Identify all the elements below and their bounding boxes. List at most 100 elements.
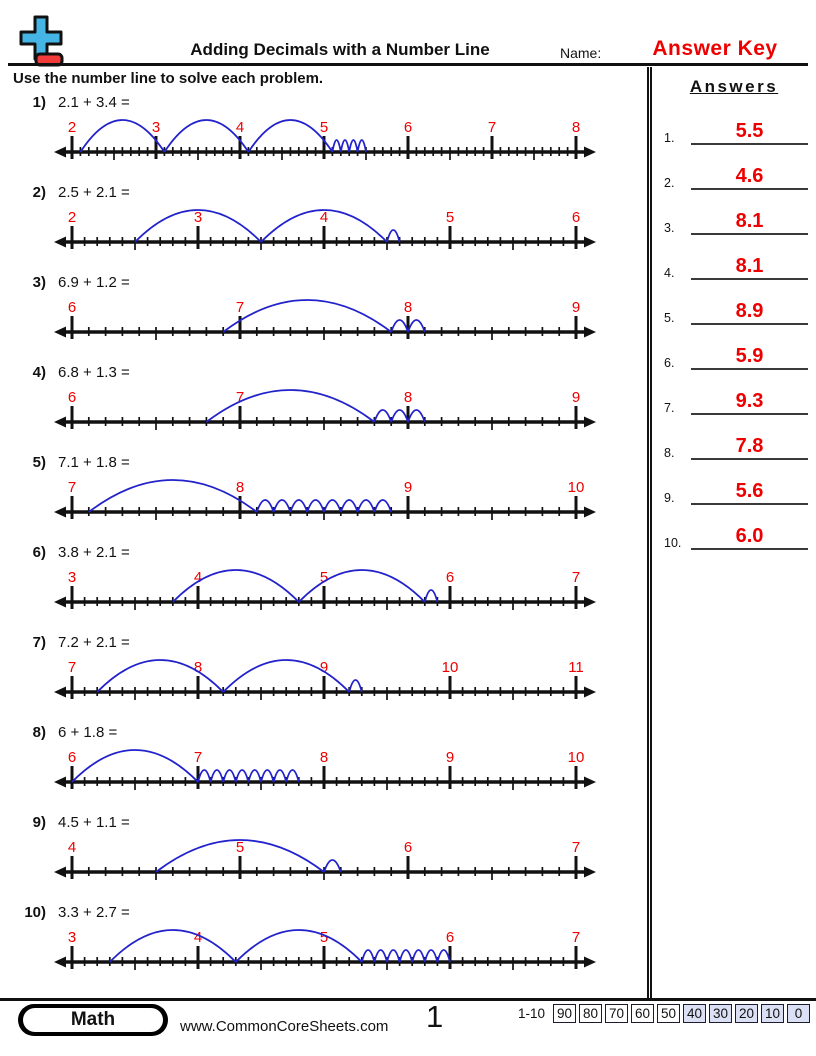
problem-equation: 4.5 + 1.1 =	[58, 814, 130, 831]
page-number: 1	[426, 999, 444, 1034]
svg-text:4: 4	[236, 119, 244, 136]
answer-row: 1. 5.5	[656, 101, 812, 146]
problem-equation: 6.8 + 1.3 =	[58, 364, 130, 381]
problem-row: 2) 2.5 + 2.1 = 2 3 4 5 6	[0, 177, 647, 267]
answer-number: 10.	[664, 536, 682, 550]
grading-range-label: 1-10	[517, 1006, 545, 1021]
answer-value: 8.9	[691, 301, 808, 325]
problem-heading: 2) 2.5 + 2.1 =	[0, 184, 130, 201]
svg-text:5: 5	[320, 119, 328, 136]
header-divider	[8, 63, 808, 66]
number-line: 4 5 6 7	[54, 839, 596, 880]
grading-cell: 60	[631, 1004, 654, 1023]
number-line: 6 7 8 9	[54, 389, 596, 430]
problem-equation: 2.5 + 2.1 =	[58, 184, 130, 201]
answer-number: 6.	[664, 356, 675, 370]
svg-text:7: 7	[236, 389, 244, 406]
svg-text:6: 6	[68, 299, 76, 316]
page-title: Adding Decimals with a Number Line	[190, 40, 490, 59]
svg-text:10: 10	[568, 749, 585, 766]
problem-number: 3)	[32, 274, 46, 291]
svg-text:8: 8	[572, 119, 580, 136]
problem-number: 4)	[32, 364, 46, 381]
answer-row: 4. 8.1	[656, 236, 812, 281]
svg-text:6: 6	[572, 209, 580, 226]
problem-equation: 6 + 1.8 =	[58, 724, 118, 741]
number-line: 6 7 8 9	[54, 299, 596, 340]
number-line: 6 7 8 9 10	[54, 749, 596, 790]
svg-text:8: 8	[194, 659, 202, 676]
answer-value: 5.5	[691, 121, 808, 145]
svg-text:8: 8	[320, 749, 328, 766]
grading-cell: 50	[657, 1004, 680, 1023]
answers-column: Answers 1. 5.5 2. 4.6 3. 8.1 4. 8.1 5. 8…	[647, 67, 816, 998]
svg-text:9: 9	[320, 659, 328, 676]
problem-number: 8)	[32, 724, 46, 741]
answer-value: 5.6	[691, 481, 808, 505]
problem-equation: 3.3 + 2.7 =	[58, 904, 130, 921]
answer-value: 7.8	[691, 436, 808, 460]
footer: Math www.CommonCoreSheets.com 1 1-10 90 8…	[0, 998, 816, 1056]
math-subject-badge: Math	[18, 1004, 168, 1036]
svg-text:5: 5	[236, 839, 244, 856]
svg-text:4: 4	[320, 209, 328, 226]
problem-row: 10) 3.3 + 2.7 = 3 4 5 6 7	[0, 897, 647, 987]
problem-equation: 2.1 + 3.4 =	[58, 94, 130, 111]
answer-number: 7.	[664, 401, 675, 415]
svg-text:5: 5	[446, 209, 454, 226]
grading-cell: 80	[579, 1004, 602, 1023]
answers-header: Answers	[689, 77, 779, 96]
svg-text:7: 7	[68, 659, 76, 676]
svg-text:9: 9	[404, 479, 412, 496]
problem-heading: 6) 3.8 + 2.1 =	[0, 544, 130, 561]
problem-number: 2)	[32, 184, 46, 201]
answer-number: 3.	[664, 221, 675, 235]
svg-text:3: 3	[194, 209, 202, 226]
number-line: 3 4 5 6 7	[54, 569, 596, 610]
svg-text:7: 7	[236, 299, 244, 316]
grading-table: 1-10 90 80 70 60 50 40 30 20 10 0	[518, 1004, 810, 1023]
plus-minus-logo-icon	[19, 15, 64, 67]
svg-text:11: 11	[568, 659, 584, 676]
answer-value: 5.9	[691, 346, 808, 370]
svg-text:4: 4	[194, 929, 202, 946]
problem-heading: 9) 4.5 + 1.1 =	[0, 814, 130, 831]
problem-heading: 3) 6.9 + 1.2 =	[0, 274, 130, 291]
problem-number: 5)	[32, 454, 46, 471]
problem-number: 10)	[24, 904, 46, 921]
problem-equation: 3.8 + 2.1 =	[58, 544, 130, 561]
answer-row: 6. 5.9	[656, 326, 812, 371]
answer-value: 4.6	[691, 166, 808, 190]
problems-column: Use the number line to solve each proble…	[0, 67, 647, 998]
problem-equation: 6.9 + 1.2 =	[58, 274, 130, 291]
problem-equation: 7.2 + 2.1 =	[58, 634, 130, 651]
answer-row: 8. 7.8	[656, 416, 812, 461]
svg-text:2: 2	[68, 119, 76, 136]
problem-heading: 1) 2.1 + 3.4 =	[0, 94, 130, 111]
answer-value: 8.1	[691, 211, 808, 235]
problem-heading: 5) 7.1 + 1.8 =	[0, 454, 130, 471]
problem-row: 8) 6 + 1.8 = 6 7 8 9 10	[0, 717, 647, 807]
answer-row: 2. 4.6	[656, 146, 812, 191]
answer-number: 5.	[664, 311, 675, 325]
grading-cell: 70	[605, 1004, 628, 1023]
svg-text:6: 6	[404, 839, 412, 856]
svg-text:4: 4	[194, 569, 202, 586]
svg-text:7: 7	[488, 119, 496, 136]
problem-row: 3) 6.9 + 1.2 = 6 7 8 9	[0, 267, 647, 357]
svg-text:6: 6	[446, 929, 454, 946]
grading-cells: 90 80 70 60 50 40 30 20 10 0	[550, 1004, 810, 1023]
svg-text:8: 8	[404, 389, 412, 406]
answer-key-text: Answer Key	[652, 37, 778, 60]
number-line: 3 4 5 6 7	[54, 929, 596, 970]
number-line: 2 3 4 5 6 7 8	[54, 119, 596, 160]
name-label: Name:	[560, 45, 602, 61]
svg-text:8: 8	[236, 479, 244, 496]
svg-text:7: 7	[572, 569, 580, 586]
svg-text:9: 9	[572, 389, 580, 406]
number-line: 7 8 9 10	[54, 479, 596, 520]
grading-cell: 90	[553, 1004, 576, 1023]
problem-row: 9) 4.5 + 1.1 = 4 5 6 7	[0, 807, 647, 897]
problem-row: 4) 6.8 + 1.3 = 6 7 8 9	[0, 357, 647, 447]
svg-text:5: 5	[320, 569, 328, 586]
